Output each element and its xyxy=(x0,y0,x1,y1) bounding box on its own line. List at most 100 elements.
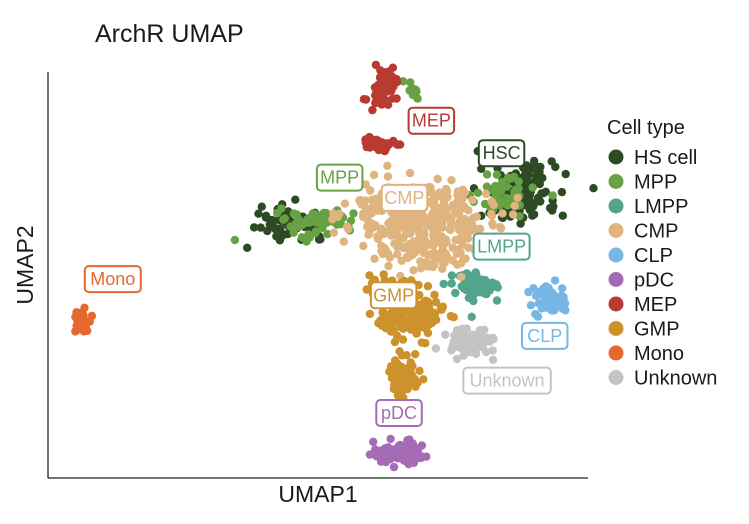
data-point xyxy=(256,223,265,232)
y-axis-label: UMAP2 xyxy=(12,225,38,304)
x-axis-label: UMAP1 xyxy=(278,481,357,507)
data-point xyxy=(416,241,425,250)
cluster-label-text: Unknown xyxy=(469,371,544,391)
data-point xyxy=(383,172,393,181)
cluster-label-text: MEP xyxy=(412,111,451,131)
cluster-label-box xyxy=(472,232,531,261)
cluster-label-text: LMPP xyxy=(477,237,526,257)
data-point xyxy=(76,315,86,324)
cluster-label-text: pDC xyxy=(381,403,417,423)
cluster-label-pdc: pDC xyxy=(375,399,423,427)
data-point xyxy=(447,279,456,288)
data-point xyxy=(87,311,97,321)
data-point xyxy=(386,434,395,444)
data-point xyxy=(538,284,548,293)
data-point xyxy=(513,193,522,202)
cluster-label-gmp: GMP xyxy=(369,281,418,310)
data-point xyxy=(261,211,271,220)
data-point xyxy=(389,384,399,394)
data-point xyxy=(524,170,533,179)
data-point xyxy=(537,304,546,313)
data-point xyxy=(361,196,370,205)
cluster-label-text: HSC xyxy=(483,143,521,163)
data-point xyxy=(460,188,469,197)
data-point xyxy=(462,228,472,238)
legend-entry: Unknown xyxy=(634,368,717,390)
data-point xyxy=(336,219,345,229)
data-point xyxy=(277,204,286,213)
data-point xyxy=(474,341,484,350)
data-point xyxy=(442,213,452,222)
data-point xyxy=(364,205,374,215)
data-point xyxy=(482,347,491,357)
data-point xyxy=(428,209,437,218)
data-point xyxy=(382,140,391,150)
data-point xyxy=(416,257,425,266)
data-point xyxy=(448,243,457,252)
data-point xyxy=(469,213,478,223)
data-point xyxy=(423,240,433,250)
data-point xyxy=(458,235,467,244)
data-point xyxy=(411,350,420,359)
data-point xyxy=(547,300,557,309)
data-point xyxy=(557,187,567,197)
data-point xyxy=(488,346,497,355)
legend-marker xyxy=(608,223,624,238)
data-point xyxy=(419,248,428,258)
data-point xyxy=(454,209,464,219)
data-point xyxy=(589,184,598,193)
data-point xyxy=(363,222,372,231)
data-point xyxy=(419,303,428,312)
cluster-label-box xyxy=(375,399,423,427)
data-point xyxy=(349,209,358,218)
data-point xyxy=(437,304,447,313)
legend-entry: HS cell xyxy=(634,147,697,169)
legend-marker xyxy=(608,174,624,189)
data-point xyxy=(485,337,494,346)
data-point xyxy=(416,264,426,273)
legend-marker xyxy=(608,247,624,263)
data-point xyxy=(475,287,485,297)
data-point xyxy=(365,450,375,459)
cluster-label-box xyxy=(462,366,552,395)
data-point xyxy=(369,170,379,180)
data-point xyxy=(385,318,394,327)
cluster-label-box xyxy=(315,163,364,192)
data-point xyxy=(376,457,386,466)
data-point xyxy=(528,183,537,192)
data-point xyxy=(441,330,450,339)
data-point xyxy=(423,282,433,291)
data-point xyxy=(486,209,496,219)
data-point xyxy=(409,374,419,384)
data-point xyxy=(329,228,339,237)
data-point xyxy=(359,241,368,251)
data-point xyxy=(292,210,301,219)
data-point xyxy=(423,320,433,329)
data-point xyxy=(473,188,483,197)
data-point xyxy=(371,60,381,70)
legend-title: Cell type xyxy=(607,117,685,139)
data-point xyxy=(492,296,502,305)
data-point xyxy=(430,290,439,300)
data-point xyxy=(431,344,441,353)
data-point xyxy=(311,227,321,236)
data-point xyxy=(383,161,392,170)
data-point xyxy=(340,199,350,208)
data-point xyxy=(407,210,416,220)
data-point xyxy=(370,254,379,263)
cluster-label-box xyxy=(477,139,526,168)
data-point xyxy=(376,95,386,105)
data-point xyxy=(480,199,490,209)
data-point xyxy=(439,279,448,289)
data-point xyxy=(496,224,506,233)
data-point xyxy=(323,229,332,239)
data-point xyxy=(249,223,259,232)
legend-marker xyxy=(608,272,624,287)
data-point xyxy=(498,209,507,218)
cluster-label-text: Mono xyxy=(90,269,135,289)
data-point xyxy=(316,235,325,244)
data-point xyxy=(467,283,477,293)
data-point xyxy=(471,349,481,359)
